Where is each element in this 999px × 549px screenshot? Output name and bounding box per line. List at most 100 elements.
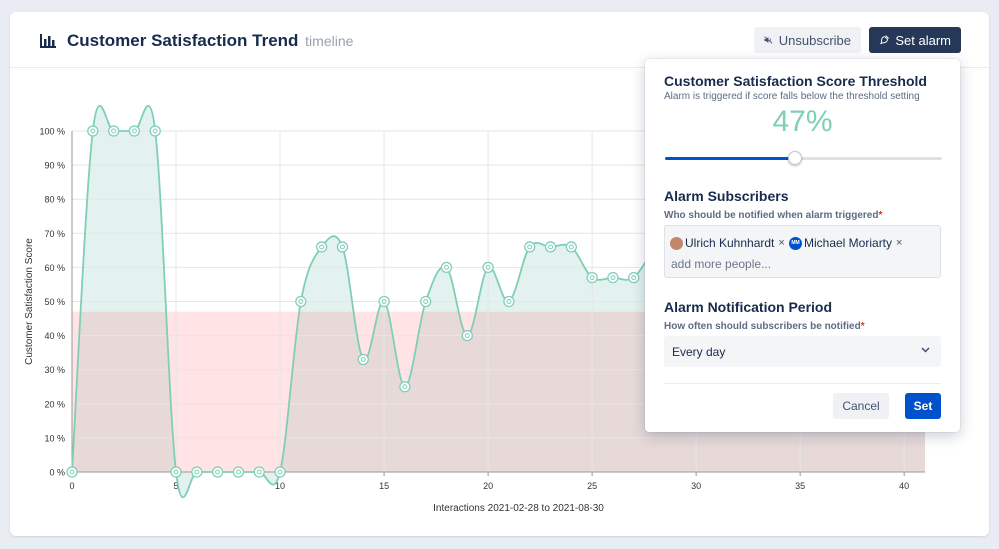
alarm-bell-icon [880,35,889,45]
threshold-heading: Customer Satisfaction Score Threshold [664,73,927,89]
period-heading: Alarm Notification Period [664,299,833,315]
data-point-inner [69,469,75,475]
threshold-value: 47% [772,105,833,138]
data-point-inner [319,244,325,250]
subscribers-input[interactable]: Ulrich Kuhnhardt × MM Michael Moriarty ×… [664,225,941,278]
data-point [503,295,515,308]
x-tick-label: 25 [587,481,597,491]
set-alarm-label: Set alarm [895,32,951,48]
y-tick-label: 20 % [44,399,65,409]
data-point-inner [506,299,512,304]
threshold-slider[interactable] [665,151,942,165]
data-point-inner [527,244,533,250]
x-tick-label: 30 [691,481,701,491]
data-point [378,295,390,308]
data-point-inner [443,264,449,270]
data-point [107,125,120,137]
required-mark: * [878,210,883,221]
bar-chart-icon [40,34,56,48]
subscriber-chip: MM Michael Moriarty × [789,236,902,250]
subscriber-name: Michael Moriarty [804,236,893,250]
data-point-inner [402,384,408,390]
data-point-inner [111,128,117,134]
data-point-inner [277,469,283,475]
data-point-inner [173,469,179,475]
y-tick-label: 30 % [44,365,65,375]
data-point [544,241,557,253]
data-point [420,295,432,308]
chevron-down-icon [921,347,930,353]
x-axis-label: Interactions 2021-02-28 to 2021-08-30 [433,503,604,514]
data-point [232,466,245,478]
x-tick-label: 15 [379,481,389,491]
subscriber-chip: Ulrich Kuhnhardt × [670,236,785,250]
x-tick-label: 5 [174,481,179,491]
data-point [565,241,577,253]
card-header: Customer Satisfaction Trend timeline Uns… [10,12,989,68]
subscriber-name: Ulrich Kuhnhardt [685,236,775,250]
data-point-inner [215,469,221,475]
y-tick-label: 10 % [44,433,65,443]
data-point-inner [610,275,616,281]
data-point [66,466,78,478]
slider-thumb[interactable] [788,151,803,165]
page-title: Customer Satisfaction Trend timeline [67,31,354,50]
data-point [149,125,161,137]
data-point-inner [256,469,262,475]
data-point-inner [194,469,200,475]
y-tick-label: 80 % [44,195,65,205]
period-value: Every day [672,345,726,359]
area-fill-below-threshold [72,311,655,473]
data-point [357,353,369,366]
period-select[interactable]: Every day [664,336,941,367]
y-tick-label: 0 % [49,468,65,478]
data-point [628,271,640,284]
y-axis-label: Customer Satisfaction Score [24,238,35,365]
data-point-inner [589,275,595,281]
data-point-inner [90,128,96,134]
data-point [295,295,307,308]
avatar: MM [789,236,802,250]
data-point [399,381,411,393]
y-tick-label: 40 % [44,331,65,341]
y-tick-label: 60 % [44,263,65,273]
y-tick-label: 50 % [44,297,65,307]
unsubscribe-label: Unsubscribe [778,32,851,48]
x-tick-label: 10 [275,481,285,491]
remove-subscriber-icon[interactable]: × [778,237,785,249]
unsubscribe-button[interactable]: Unsubscribe [754,27,861,53]
data-point [211,466,224,478]
data-point [253,466,265,478]
data-point-inner [423,299,429,304]
data-point-inner [360,356,366,362]
cancel-button[interactable]: Cancel [833,393,889,419]
data-point-inner [548,244,554,250]
data-point [586,271,598,284]
x-tick-label: 0 [69,481,74,491]
set-alarm-button[interactable]: Set alarm [869,27,961,53]
required-mark: * [860,321,865,332]
divider [664,383,941,384]
x-tick-label: 40 [899,481,909,491]
data-point [170,466,182,478]
data-point [87,125,99,137]
data-point [524,241,536,253]
x-tick-label: 20 [483,481,493,491]
set-button[interactable]: Set [905,393,941,419]
period-label: How often should subscribers be notified… [664,321,865,332]
data-point [607,271,619,284]
data-point-inner [131,128,137,134]
data-point [191,466,203,478]
threshold-help: Alarm is triggered if score falls below … [664,91,920,102]
series-line [71,104,656,499]
remove-subscriber-icon[interactable]: × [896,237,903,249]
data-point [482,261,494,274]
data-point-inner [381,299,387,304]
data-point-inner [298,299,304,304]
data-point [128,125,141,137]
y-tick-label: 70 % [44,229,65,239]
data-point-inner [631,275,637,281]
slider-fill [665,157,796,160]
add-people-placeholder[interactable]: add more people... [671,257,772,271]
avatar [670,236,683,250]
